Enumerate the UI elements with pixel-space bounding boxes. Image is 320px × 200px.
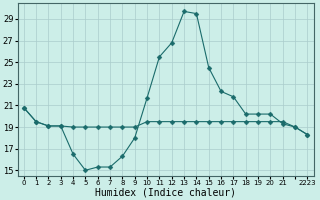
X-axis label: Humidex (Indice chaleur): Humidex (Indice chaleur) [95,187,236,197]
